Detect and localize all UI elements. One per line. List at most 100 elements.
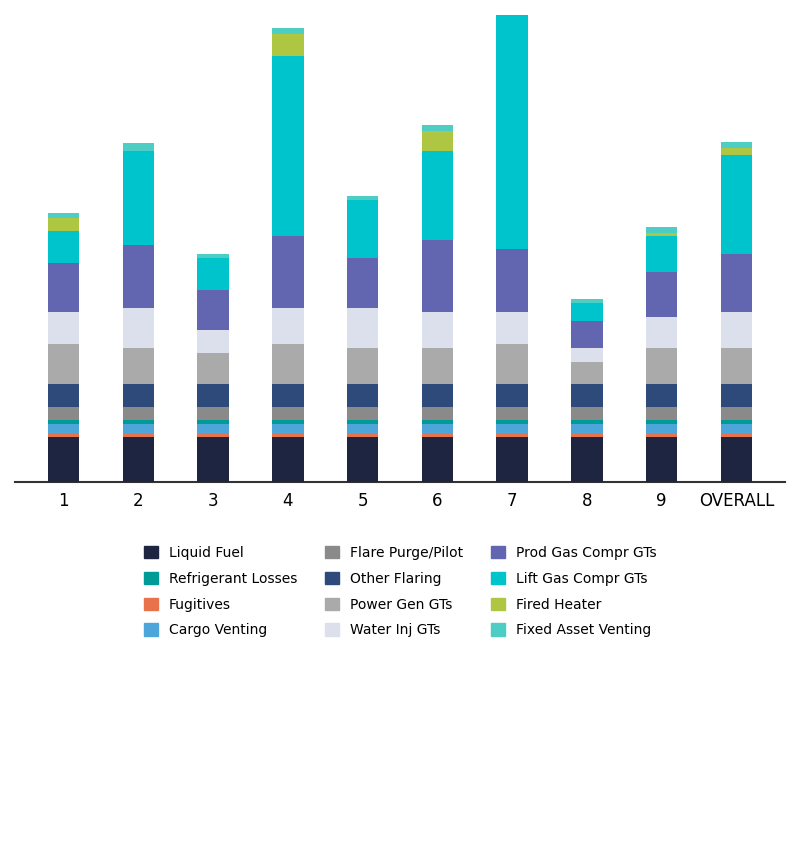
Bar: [122, 432, 154, 438]
Bar: [272, 420, 303, 424]
Bar: [571, 420, 602, 424]
Bar: [198, 384, 229, 407]
Bar: [721, 155, 752, 254]
Bar: [497, 407, 528, 420]
Bar: [721, 407, 752, 420]
Bar: [571, 438, 602, 483]
Legend: Liquid Fuel, Refrigerant Losses, Fugitives, Cargo Venting, Flare Purge/Pilot, Ot: Liquid Fuel, Refrigerant Losses, Fugitiv…: [138, 540, 662, 643]
Bar: [347, 349, 378, 384]
Bar: [721, 312, 752, 349]
Bar: [646, 236, 678, 272]
Bar: [497, 424, 528, 432]
Bar: [571, 432, 602, 438]
Bar: [646, 349, 678, 384]
Bar: [721, 349, 752, 384]
Bar: [571, 298, 602, 304]
Bar: [422, 424, 453, 432]
Bar: [198, 432, 229, 438]
Bar: [48, 420, 79, 424]
Bar: [198, 254, 229, 259]
Bar: [272, 384, 303, 407]
Bar: [422, 312, 453, 349]
Bar: [122, 424, 154, 432]
Bar: [347, 407, 378, 420]
Bar: [48, 384, 79, 407]
Bar: [122, 420, 154, 424]
Bar: [646, 227, 678, 233]
Bar: [422, 241, 453, 312]
Bar: [497, 432, 528, 438]
Bar: [122, 407, 154, 420]
Bar: [122, 438, 154, 483]
Bar: [198, 424, 229, 432]
Bar: [122, 308, 154, 349]
Bar: [571, 407, 602, 420]
Bar: [122, 245, 154, 308]
Bar: [347, 432, 378, 438]
Bar: [646, 424, 678, 432]
Bar: [347, 384, 378, 407]
Bar: [122, 384, 154, 407]
Bar: [198, 438, 229, 483]
Bar: [571, 304, 602, 321]
Bar: [272, 343, 303, 384]
Bar: [571, 362, 602, 384]
Bar: [272, 432, 303, 438]
Bar: [48, 232, 79, 263]
Bar: [122, 151, 154, 245]
Bar: [646, 272, 678, 317]
Bar: [646, 420, 678, 424]
Bar: [422, 438, 453, 483]
Bar: [48, 213, 79, 218]
Bar: [571, 321, 602, 349]
Bar: [422, 131, 453, 151]
Bar: [422, 432, 453, 438]
Bar: [198, 420, 229, 424]
Bar: [646, 317, 678, 349]
Bar: [198, 353, 229, 384]
Bar: [721, 254, 752, 312]
Bar: [497, 343, 528, 384]
Bar: [347, 438, 378, 483]
Bar: [347, 424, 378, 432]
Bar: [646, 432, 678, 438]
Bar: [272, 407, 303, 420]
Bar: [646, 233, 678, 236]
Bar: [272, 308, 303, 343]
Bar: [272, 28, 303, 34]
Bar: [497, 420, 528, 424]
Bar: [198, 407, 229, 420]
Bar: [571, 424, 602, 432]
Bar: [198, 330, 229, 353]
Bar: [646, 384, 678, 407]
Bar: [721, 420, 752, 424]
Bar: [347, 259, 378, 308]
Bar: [272, 56, 303, 236]
Bar: [646, 438, 678, 483]
Bar: [122, 349, 154, 384]
Bar: [347, 308, 378, 349]
Bar: [571, 349, 602, 362]
Bar: [48, 432, 79, 438]
Bar: [497, 249, 528, 312]
Bar: [497, 0, 528, 249]
Bar: [272, 424, 303, 432]
Bar: [48, 424, 79, 432]
Bar: [122, 143, 154, 151]
Bar: [272, 438, 303, 483]
Bar: [721, 432, 752, 438]
Bar: [721, 438, 752, 483]
Bar: [721, 148, 752, 155]
Bar: [422, 151, 453, 241]
Bar: [497, 438, 528, 483]
Bar: [347, 196, 378, 200]
Bar: [48, 438, 79, 483]
Bar: [48, 343, 79, 384]
Bar: [721, 384, 752, 407]
Bar: [272, 34, 303, 56]
Bar: [347, 420, 378, 424]
Bar: [422, 384, 453, 407]
Bar: [347, 200, 378, 259]
Bar: [571, 384, 602, 407]
Bar: [198, 259, 229, 290]
